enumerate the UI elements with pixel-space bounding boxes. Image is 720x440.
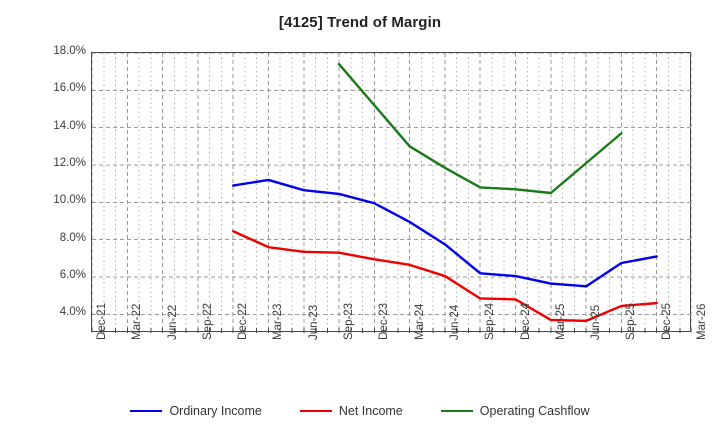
chart-legend: Ordinary Income Net Income Operating Cashf… xyxy=(0,404,720,418)
plot-area xyxy=(91,52,692,333)
legend-line-icon xyxy=(440,410,473,412)
y-axis-tick-label: 14.0% xyxy=(53,119,86,132)
x-axis-tick-label: Dec-24 xyxy=(519,302,532,340)
x-axis-tick-label: Sep-22 xyxy=(201,302,214,340)
legend-label: Ordinary Income xyxy=(169,404,262,418)
x-axis-tick-label: Mar-22 xyxy=(131,303,144,340)
y-axis-tick-label: 12.0% xyxy=(53,157,86,169)
x-axis-tick-label: Dec-21 xyxy=(96,302,108,340)
legend-item[interactable]: Operating Cashflow xyxy=(440,404,590,418)
series-line xyxy=(337,62,623,195)
legend-label: Operating Cashflow xyxy=(479,404,590,418)
legend-item[interactable]: Net Income xyxy=(299,404,403,418)
x-axis-tick-label: Mar-23 xyxy=(272,303,285,340)
x-axis-tick-label: Dec-25 xyxy=(660,302,673,340)
series-line xyxy=(231,230,658,323)
x-axis-tick-label: Jun-23 xyxy=(307,304,320,340)
x-axis-tick-label: Dec-22 xyxy=(237,302,250,340)
chart-title: [4125] Trend of Margin xyxy=(278,14,442,31)
x-axis-tick-label: Mar-26 xyxy=(696,303,708,340)
y-axis-tick-label: 8.0% xyxy=(59,231,86,244)
legend-label: Net Income xyxy=(338,404,403,418)
legend-line-icon xyxy=(299,410,332,412)
series-line xyxy=(231,178,658,288)
x-axis-tick-label: Sep-25 xyxy=(625,302,638,340)
plot-svg xyxy=(92,53,692,333)
legend-line-icon xyxy=(130,410,163,412)
x-axis-tick-label: Jun-24 xyxy=(448,304,461,340)
x-axis-tick-label: Dec-23 xyxy=(378,302,391,340)
x-axis-tick-label: Sep-23 xyxy=(343,302,356,340)
x-axis-tick-label: Sep-24 xyxy=(484,302,497,340)
y-axis-tick-label: 6.0% xyxy=(59,269,86,281)
x-axis-tick-label: Mar-24 xyxy=(413,303,426,340)
y-axis-tick-label: 10.0% xyxy=(53,194,86,207)
y-axis-tick-label: 4.0% xyxy=(59,306,86,319)
y-axis: 4.0% 6.0% 8.0% 10.0% 12.0% 14.0% 16.0% 18.0% xyxy=(26,0,86,440)
y-axis-tick-label: 16.0% xyxy=(53,82,86,95)
legend-item[interactable]: Ordinary Income xyxy=(130,404,262,418)
x-axis-tick-label: Jun-22 xyxy=(166,304,179,340)
x-axis-tick-label: Mar-25 xyxy=(554,303,567,340)
y-axis-tick-label: 18.0% xyxy=(53,45,86,57)
x-axis-tick-label: Jun-25 xyxy=(590,304,603,340)
